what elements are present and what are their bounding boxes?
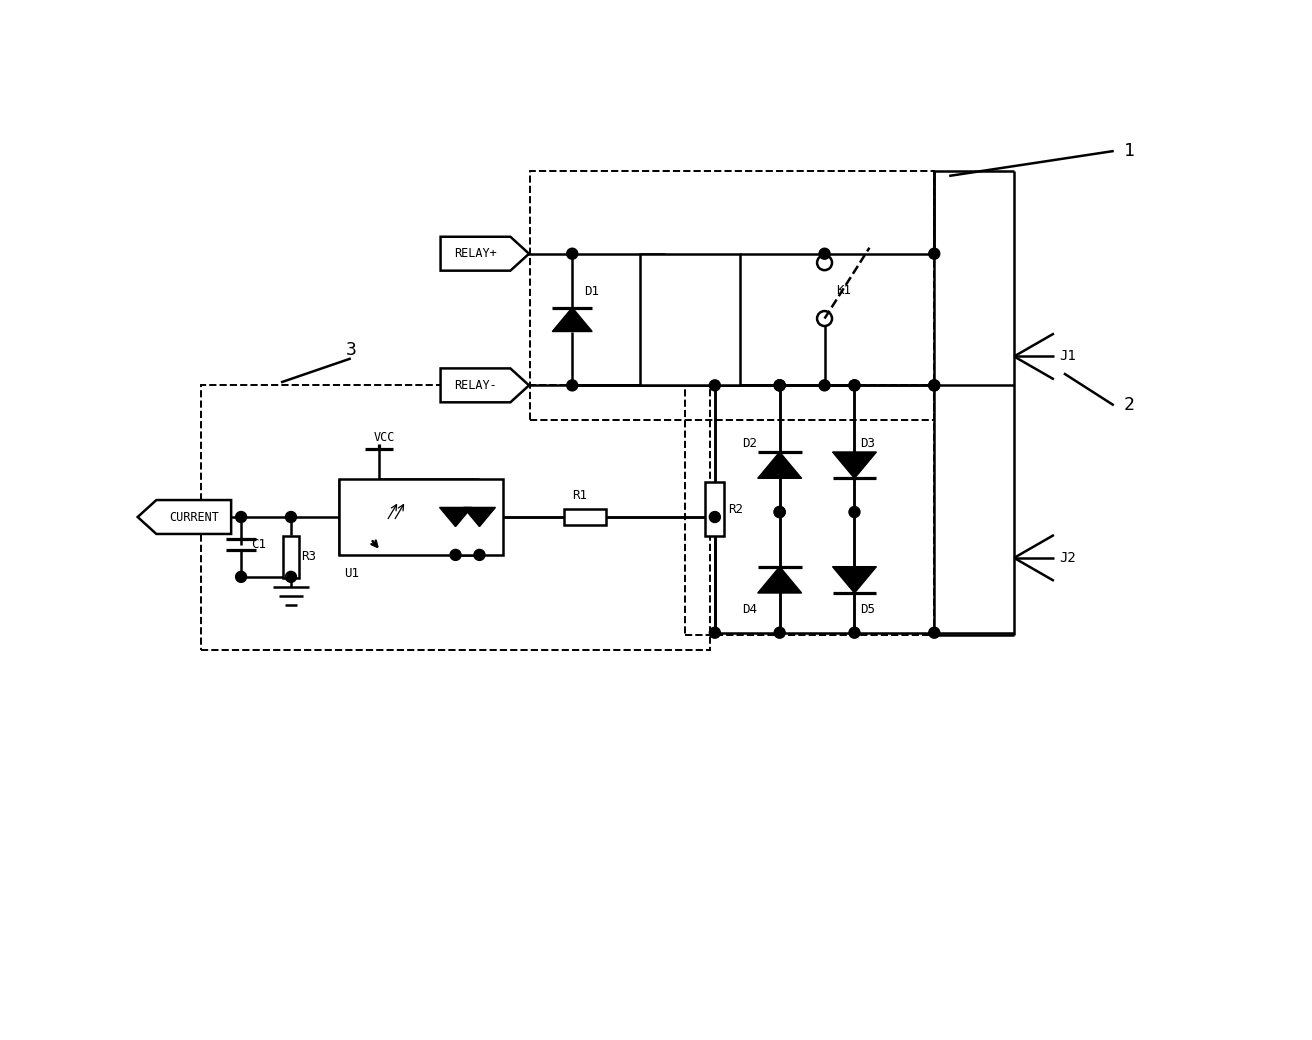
Circle shape: [929, 249, 939, 259]
Circle shape: [774, 506, 785, 518]
Text: J2: J2: [1059, 551, 1076, 565]
Text: C1: C1: [251, 539, 266, 551]
Circle shape: [849, 380, 859, 391]
Circle shape: [774, 380, 785, 391]
Bar: [282, 536, 299, 578]
Circle shape: [236, 571, 247, 582]
Bar: [338, 479, 504, 555]
Text: D3: D3: [861, 437, 875, 449]
Polygon shape: [758, 452, 802, 478]
Circle shape: [710, 627, 720, 639]
Circle shape: [929, 380, 939, 391]
Circle shape: [819, 380, 830, 391]
Circle shape: [929, 380, 939, 391]
Text: K1: K1: [837, 284, 851, 297]
Text: 1: 1: [1124, 142, 1135, 160]
Circle shape: [774, 380, 785, 391]
Text: R1: R1: [572, 489, 588, 501]
Polygon shape: [441, 237, 529, 270]
Text: CURRENT: CURRENT: [169, 511, 219, 523]
Circle shape: [450, 549, 461, 561]
Bar: [530, 171, 934, 420]
Text: RELAY-: RELAY-: [454, 379, 497, 392]
Polygon shape: [463, 508, 496, 526]
Text: R3: R3: [300, 550, 316, 564]
Circle shape: [849, 627, 859, 639]
Text: 3: 3: [346, 341, 357, 360]
Bar: [201, 386, 710, 650]
Polygon shape: [833, 567, 876, 593]
Circle shape: [774, 380, 785, 391]
Text: 2: 2: [1124, 396, 1135, 414]
Bar: [564, 509, 606, 525]
Circle shape: [236, 512, 247, 522]
Circle shape: [286, 512, 297, 522]
Polygon shape: [138, 500, 231, 534]
Text: D5: D5: [861, 603, 875, 617]
Text: VCC: VCC: [374, 432, 395, 444]
Circle shape: [819, 249, 830, 259]
Circle shape: [567, 249, 577, 259]
Circle shape: [710, 380, 720, 391]
Circle shape: [774, 506, 785, 518]
Polygon shape: [758, 567, 802, 593]
Polygon shape: [552, 308, 592, 332]
Polygon shape: [441, 368, 529, 402]
Circle shape: [849, 380, 859, 391]
Bar: [685, 386, 934, 634]
Text: J1: J1: [1059, 349, 1076, 363]
Text: U1: U1: [344, 568, 359, 580]
Bar: [640, 254, 740, 386]
Circle shape: [474, 549, 485, 561]
Text: R2: R2: [728, 502, 743, 516]
Text: D1: D1: [584, 285, 600, 298]
Circle shape: [774, 627, 785, 639]
Polygon shape: [440, 508, 471, 526]
Text: D2: D2: [741, 437, 757, 449]
Polygon shape: [833, 452, 876, 478]
Circle shape: [710, 512, 720, 522]
Circle shape: [849, 506, 859, 518]
Text: D4: D4: [741, 603, 757, 617]
Circle shape: [929, 627, 939, 639]
Text: RELAY+: RELAY+: [454, 248, 497, 260]
Bar: [706, 482, 724, 537]
Circle shape: [286, 571, 297, 582]
Circle shape: [567, 380, 577, 391]
